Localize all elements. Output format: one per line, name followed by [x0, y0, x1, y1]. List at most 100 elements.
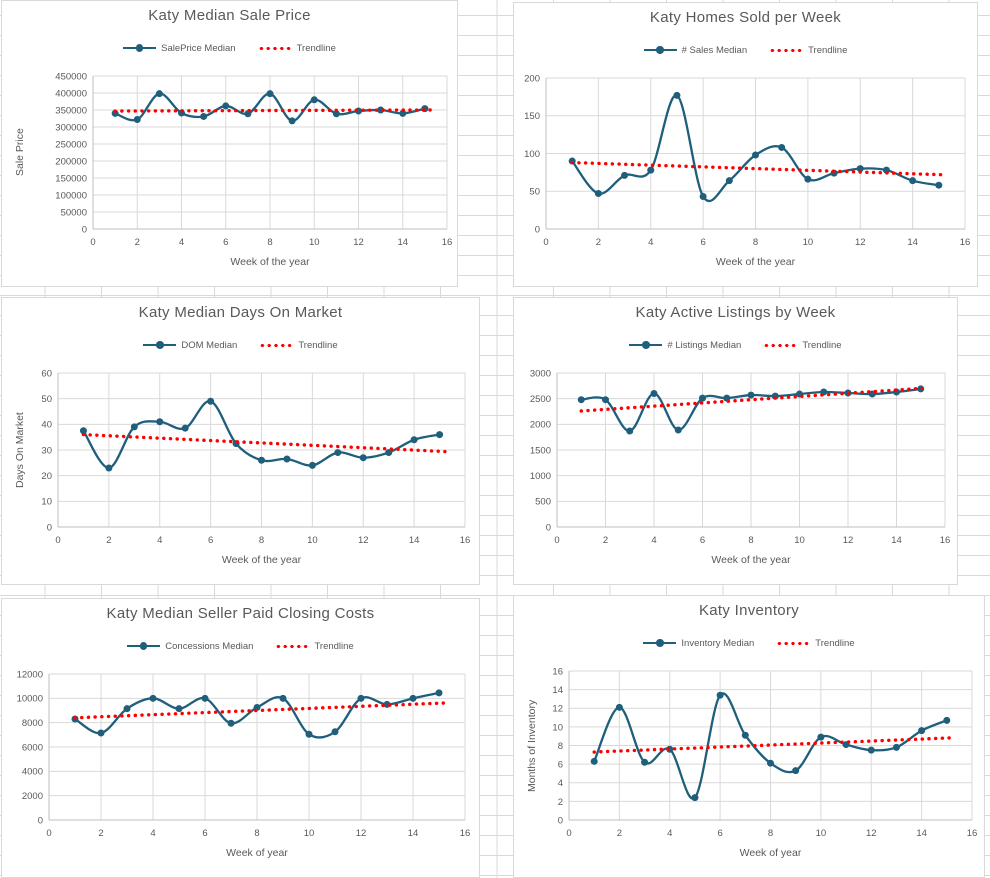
chart-title: Katy Median Seller Paid Closing Costs [106, 605, 375, 622]
svg-text:14: 14 [409, 535, 420, 546]
svg-text:16: 16 [940, 535, 951, 546]
svg-text:200: 200 [524, 73, 540, 84]
legend-item-series: Inventory Median [643, 638, 754, 649]
svg-text:6: 6 [202, 828, 207, 839]
svg-text:8: 8 [748, 535, 753, 546]
svg-text:8: 8 [558, 741, 563, 752]
svg-text:16: 16 [460, 828, 471, 839]
svg-text:0: 0 [90, 237, 95, 248]
legend-item-series: SalePrice Median [123, 43, 236, 54]
legend-item-trendline: Trendline [259, 339, 338, 351]
svg-text:14: 14 [891, 535, 902, 546]
svg-text:10: 10 [304, 828, 315, 839]
svg-text:350000: 350000 [55, 105, 87, 116]
svg-text:0: 0 [38, 815, 43, 826]
x-axis-title: Week of year [739, 847, 802, 859]
plot-area: 0 2 4 6 8 10 12 14 16 0 2 4 6 8 10 12 14 16 [552, 666, 978, 839]
legend-label-series: Inventory Median [681, 637, 755, 649]
svg-text:150: 150 [524, 111, 540, 122]
svg-text:8: 8 [753, 237, 758, 248]
svg-text:16: 16 [967, 828, 978, 839]
svg-text:12: 12 [356, 828, 367, 839]
legend-item-series: DOM Median [143, 340, 237, 351]
legend-label-series: DOM Median [181, 339, 238, 351]
svg-text:150000: 150000 [55, 173, 87, 184]
svg-text:100: 100 [524, 149, 540, 160]
trendline-dots-icon [275, 643, 310, 649]
svg-text:2: 2 [106, 535, 111, 546]
chart-katy-inventory[interactable]: Katy Inventory Inventory Median Trendlin… [513, 595, 985, 878]
chart-katy-median-seller-paid-closing-costs[interactable]: Katy Median Seller Paid Closing Costs Co… [1, 598, 480, 878]
svg-text:0: 0 [55, 535, 60, 546]
svg-text:10: 10 [803, 237, 814, 248]
svg-text:16: 16 [960, 237, 971, 248]
chart-katy-active-listings-by-week[interactable]: Katy Active Listings by Week # Listings … [513, 297, 958, 585]
svg-text:0: 0 [566, 828, 571, 839]
trendline-dots-icon [769, 47, 804, 53]
svg-text:0: 0 [82, 224, 87, 235]
plot-area: 0 50 100 150 200 0 2 4 6 8 10 12 14 16 [524, 73, 971, 248]
svg-text:2: 2 [596, 237, 601, 248]
series-line-marker-icon [629, 341, 663, 349]
legend-label-trendline: Trendline [802, 339, 842, 351]
svg-text:4: 4 [179, 237, 184, 248]
svg-text:12: 12 [855, 237, 866, 248]
svg-text:12: 12 [358, 535, 369, 546]
svg-text:14: 14 [397, 237, 408, 248]
plot-area: 0 500 1000 1500 2000 2500 3000 0 2 4 6 8 10 12 14 16 [530, 368, 951, 546]
trendline-dots-icon [257, 45, 292, 51]
chart-katy-median-days-on-market[interactable]: Katy Median Days On Market DOM Median Tr… [1, 297, 480, 585]
svg-text:6: 6 [208, 535, 213, 546]
legend-item-trendline: Trendline [257, 42, 336, 54]
legend-label-trendline: Trendline [298, 339, 338, 351]
chart-katy-median-sale-price[interactable]: Katy Median Sale Price SalePrice Median … [1, 0, 458, 287]
svg-text:16: 16 [442, 237, 453, 248]
x-axis-title: Week of the year [711, 554, 791, 566]
legend-item-trendline: Trendline [776, 638, 855, 649]
svg-text:10: 10 [816, 828, 827, 839]
svg-text:4: 4 [150, 828, 155, 839]
svg-text:12: 12 [866, 828, 877, 839]
svg-text:10: 10 [309, 237, 320, 248]
svg-text:12000: 12000 [17, 669, 43, 680]
svg-text:100000: 100000 [55, 190, 87, 201]
svg-text:500: 500 [535, 497, 551, 508]
svg-text:250000: 250000 [55, 139, 87, 150]
legend-item-series: Concessions Median [127, 641, 253, 652]
chart-katy-homes-sold-per-week[interactable]: Katy Homes Sold per Week # Sales Median … [513, 2, 978, 287]
svg-text:6: 6 [558, 760, 563, 771]
svg-text:8: 8 [768, 828, 773, 839]
legend-label-trendline: Trendline [296, 42, 336, 54]
svg-text:14: 14 [552, 685, 563, 696]
svg-text:6000: 6000 [22, 742, 43, 753]
x-axis-title: Week of the year [221, 554, 302, 566]
x-axis-title: Week of the year [230, 256, 310, 268]
chart-title: Katy Active Listings by Week [635, 304, 836, 321]
legend-item-trendline: Trendline [763, 339, 842, 351]
svg-text:4000: 4000 [22, 767, 43, 778]
trendline-dots-icon [259, 342, 294, 348]
series-line-marker-icon [123, 44, 157, 52]
svg-text:60: 60 [41, 368, 52, 379]
svg-text:0: 0 [546, 522, 551, 533]
svg-text:14: 14 [408, 828, 419, 839]
series-line-marker-icon [643, 639, 677, 647]
svg-text:2: 2 [558, 797, 563, 808]
svg-text:6: 6 [700, 535, 705, 546]
svg-text:2: 2 [135, 237, 140, 248]
svg-text:8: 8 [267, 237, 272, 248]
plot-area: 0 50000 100000 150000 200000 250000 300000 3500… [55, 71, 453, 248]
svg-text:50: 50 [41, 394, 52, 405]
plot-area: 0 10 20 30 40 50 60 0 2 4 6 8 10 12 14 16 [41, 368, 470, 546]
svg-text:0: 0 [535, 224, 540, 235]
svg-text:50: 50 [529, 187, 540, 198]
chart-legend: Concessions Median Trendline [2, 638, 479, 654]
chart-title: Katy Homes Sold per Week [649, 9, 842, 26]
svg-text:4: 4 [157, 535, 162, 546]
chart-title: Katy Inventory [698, 602, 800, 619]
svg-text:16: 16 [552, 666, 563, 677]
svg-text:12: 12 [353, 237, 364, 248]
svg-text:1000: 1000 [530, 471, 551, 482]
svg-text:14: 14 [907, 237, 918, 248]
svg-text:3000: 3000 [530, 368, 551, 379]
